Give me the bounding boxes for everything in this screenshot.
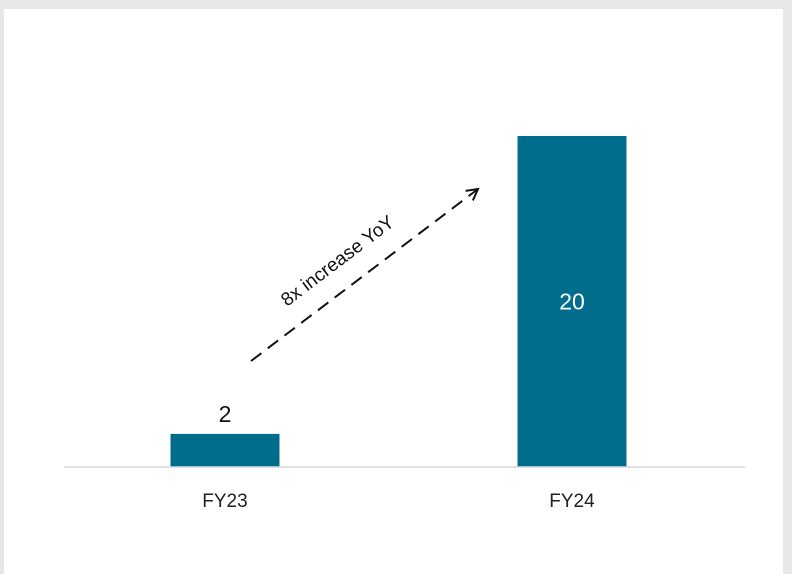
bars-layer	[170, 136, 627, 467]
annotation-layer: 8x increase YoY	[250, 189, 478, 362]
data-label-fy24: 20	[559, 289, 585, 315]
labels-layer: FY23 2 FY24 20	[202, 289, 595, 513]
chart-panel: FY23 2 FY24 20 8x increase YoY	[4, 9, 783, 574]
x-tick-label-fy23: FY23	[202, 491, 247, 512]
bar-fy23	[170, 433, 280, 467]
data-label-fy23: 2	[219, 401, 232, 427]
bar-chart: FY23 2 FY24 20 8x increase YoY	[64, 136, 745, 513]
x-tick-label-fy24: FY24	[549, 491, 595, 512]
bar-fy24	[517, 136, 627, 467]
annotation-arrow	[250, 189, 478, 362]
